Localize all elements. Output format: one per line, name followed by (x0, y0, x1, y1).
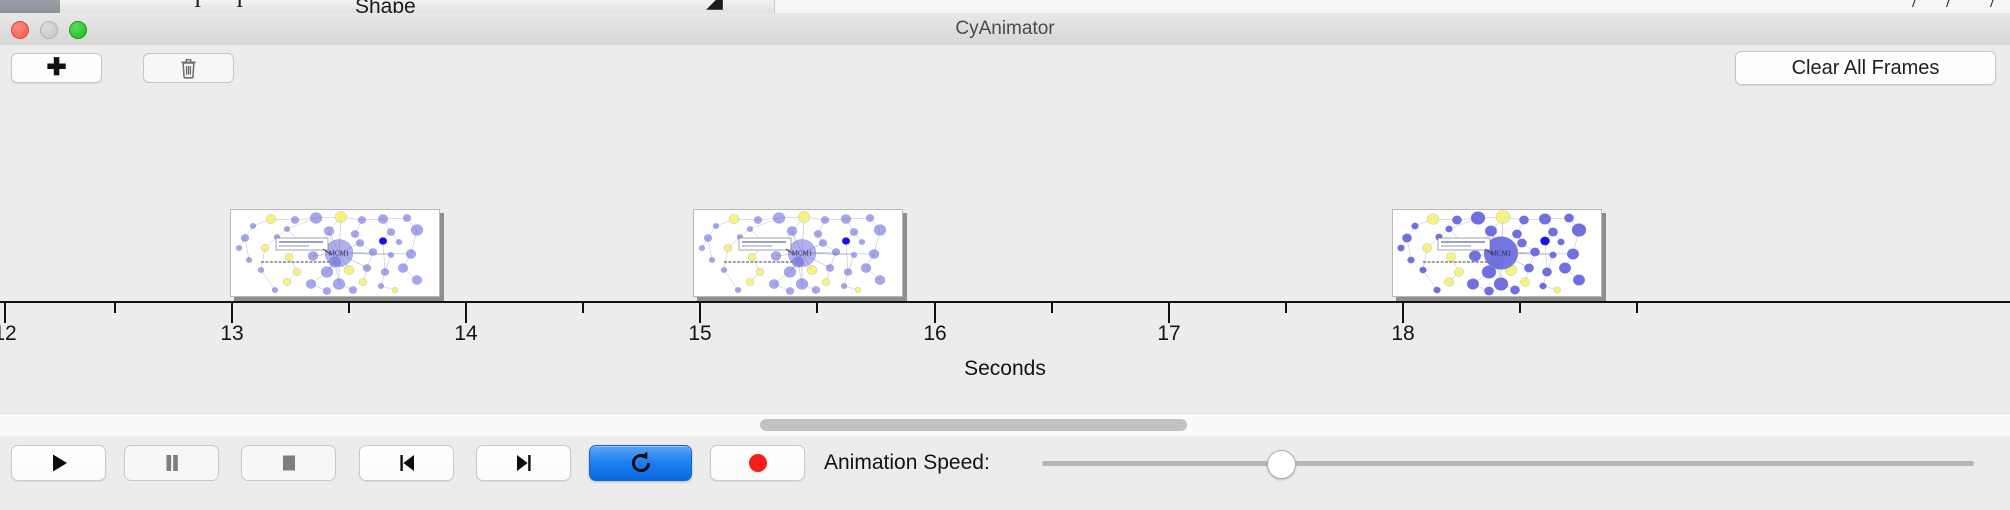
frame-network-preview: MCM1 (230, 209, 440, 297)
timeline-tick-minor (1285, 302, 1287, 313)
timeline-scrollbar[interactable] (0, 413, 2010, 437)
pause-icon (166, 455, 178, 471)
pause-button[interactable] (124, 445, 219, 481)
clear-all-frames-button[interactable]: Clear All Frames (1735, 51, 1996, 85)
plus-icon: ✚ (46, 54, 67, 81)
timeline-axis-title: Seconds (964, 357, 1046, 380)
play-button[interactable] (11, 445, 106, 481)
timeline-axis-line (0, 301, 2010, 303)
background-tab (750, 0, 775, 13)
minimize-icon[interactable] (40, 21, 58, 39)
skip-to-start-button[interactable] (359, 445, 454, 481)
network-graph: MCM1 (694, 210, 902, 296)
background-tab (148, 0, 191, 13)
timeline-tick-label: 15 (688, 322, 712, 345)
scrollbar-thumb[interactable] (760, 419, 1187, 431)
maximize-icon[interactable] (69, 21, 87, 39)
timeline-tick-major (1402, 302, 1404, 323)
record-button[interactable] (710, 445, 805, 481)
frame-thumbnail[interactable]: MCM1 (1392, 209, 1606, 301)
frame-network-preview: MCM1 (1392, 209, 1602, 297)
background-window-label: Shape (355, 0, 416, 13)
timeline-tick-major (465, 302, 467, 323)
background-window-strip: I I ◢ Shape / / / (0, 0, 2010, 13)
add-frame-button[interactable]: ✚ (11, 53, 102, 83)
loop-icon (631, 451, 650, 473)
timeline-tick-label: 14 (454, 322, 478, 345)
svg-text:MCM1: MCM1 (329, 250, 350, 258)
playback-control-bar: Animation Speed: (0, 436, 2010, 510)
svg-text:MCM1: MCM1 (792, 250, 813, 258)
background-tab-selected (0, 0, 61, 13)
timeline-tick-minor (1519, 302, 1521, 313)
play-icon (52, 454, 67, 472)
timeline-tick-minor (582, 302, 584, 313)
stop-icon (282, 455, 295, 471)
timeline-tick-major (231, 302, 233, 323)
network-graph: MCM1 (1393, 210, 1601, 296)
timeline-tick-label: 16 (923, 322, 947, 345)
background-tab (60, 0, 149, 13)
frame-toolbar: ✚ Clear All Frames (0, 45, 2010, 91)
timeline-tick-major (934, 302, 936, 323)
timeline-tick-label: 18 (1391, 322, 1415, 345)
frame-thumbnail[interactable]: MCM1 (693, 209, 907, 301)
background-tab (248, 0, 305, 13)
skip-to-start-icon (399, 455, 414, 471)
timeline-panel[interactable]: MCM1 MCM1 MCM1 12 13 14 15 16 17 18 Seconds (0, 90, 2010, 413)
title-bar[interactable]: CyAnimator (0, 13, 2010, 46)
timeline-tick-major (4, 302, 6, 323)
window-controls (11, 21, 87, 39)
svg-text:MCM1: MCM1 (1491, 250, 1512, 258)
network-graph: MCM1 (231, 210, 439, 296)
timeline-tick-minor (816, 302, 818, 313)
slider-thumb[interactable] (1267, 450, 1296, 479)
animation-speed-label: Animation Speed: (824, 451, 990, 474)
delete-frame-button[interactable] (143, 53, 234, 83)
skip-to-end-button[interactable] (476, 445, 571, 481)
timeline-tick-minor (1051, 302, 1053, 313)
timeline-tick-major (1168, 302, 1170, 323)
timeline-tick-label: 12 (0, 322, 17, 345)
loop-button[interactable] (589, 445, 692, 481)
timeline-tick-minor (114, 302, 116, 313)
frame-thumbnail[interactable]: MCM1 (230, 209, 444, 301)
close-icon[interactable] (11, 21, 29, 39)
skip-to-end-icon (516, 455, 531, 471)
stop-button[interactable] (241, 445, 336, 481)
window-title: CyAnimator (955, 18, 1055, 39)
timeline-tick-label: 13 (220, 322, 244, 345)
trash-icon (181, 58, 196, 79)
timeline-tick-major (699, 302, 701, 323)
timeline-tick-minor (348, 302, 350, 313)
timeline-tick-minor (1636, 302, 1638, 313)
slider-track[interactable] (1042, 461, 1974, 466)
frame-network-preview: MCM1 (693, 209, 903, 297)
timeline-tick-label: 17 (1157, 322, 1181, 345)
animation-speed-slider[interactable] (1042, 445, 1974, 481)
record-icon (748, 454, 767, 472)
